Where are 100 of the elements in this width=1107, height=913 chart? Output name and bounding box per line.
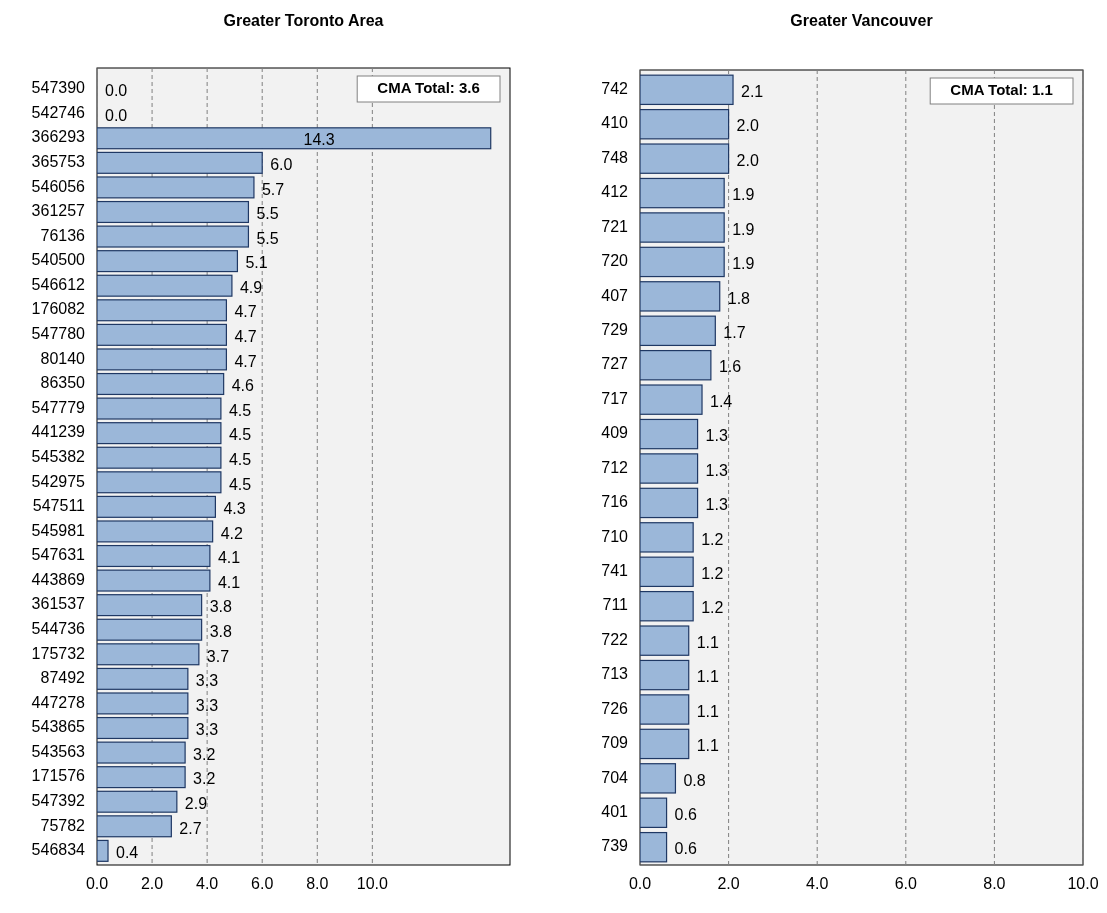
y-tick-label: 171576: [31, 767, 86, 785]
y-tick-label: 80140: [40, 349, 86, 367]
bar: [97, 372, 225, 396]
x-tick-label: 8.0: [306, 875, 329, 892]
bar: [97, 594, 203, 617]
bar: [97, 323, 228, 346]
bar: [97, 520, 214, 543]
data-label: 1.6: [718, 358, 742, 376]
y-tick-label: 727: [601, 355, 629, 373]
data-label: 5.7: [261, 180, 285, 198]
bar: [640, 659, 690, 691]
y-tick-label: 409: [601, 424, 629, 442]
data-label: 4.5: [228, 426, 252, 444]
bar: [640, 315, 716, 347]
y-tick-label: 543865: [31, 718, 86, 736]
y-tick-label: 712: [601, 458, 629, 476]
data-label: 6.0: [270, 156, 293, 174]
y-tick-label: 361537: [31, 595, 86, 613]
data-label: 1.9: [732, 220, 755, 238]
y-tick-label: 710: [601, 527, 629, 545]
data-label: 4.9: [239, 278, 263, 296]
y-tick-label: 365753: [31, 153, 86, 171]
y-tick-label: 722: [601, 630, 629, 648]
bar: [97, 692, 189, 715]
data-label: 2.7: [179, 819, 202, 837]
bar: [640, 453, 699, 484]
annotation: CMA Total: 1.1: [950, 80, 1053, 98]
bar: [640, 763, 677, 794]
x-tick-label: 6.0: [251, 875, 274, 892]
y-tick-label: 542746: [31, 103, 86, 121]
y-tick-label: 545382: [31, 447, 86, 465]
bar: [97, 569, 211, 592]
data-label: 3.3: [195, 696, 219, 714]
data-label: 1.1: [696, 737, 720, 755]
y-tick-label: 540500: [31, 251, 86, 269]
data-label: 1.2: [701, 530, 724, 548]
y-tick-label: 86350: [40, 374, 86, 392]
data-label: 5.5: [256, 205, 279, 223]
y-tick-label: 711: [602, 596, 629, 614]
data-label: 0.0: [105, 82, 128, 100]
y-tick-label: 175732: [31, 644, 86, 662]
data-label: 1.2: [701, 599, 724, 617]
bar: [97, 471, 222, 494]
data-label: 1.7: [723, 324, 746, 342]
bar: [97, 151, 263, 174]
data-label: 0.6: [674, 840, 697, 858]
data-label: 3.2: [193, 770, 216, 788]
y-tick-label: 739: [601, 837, 629, 855]
y-tick-label: 546612: [31, 275, 86, 293]
y-tick-label: 741: [601, 562, 629, 580]
data-label: 3.7: [206, 647, 230, 665]
data-label: 4.5: [228, 475, 252, 493]
bar: [640, 74, 734, 106]
bar: [640, 384, 703, 415]
data-label: 1.8: [727, 289, 751, 307]
data-label: 14.3: [303, 131, 335, 149]
bar: [97, 446, 222, 469]
chart-title: Greater Toronto Area: [223, 12, 384, 29]
y-tick-label: 545981: [31, 521, 86, 539]
data-label: 1.1: [696, 702, 720, 720]
y-tick-label: 716: [601, 493, 629, 511]
y-tick-label: 546834: [31, 841, 86, 859]
y-tick-label: 443869: [31, 570, 86, 588]
data-label: 1.9: [732, 186, 755, 204]
bar: [640, 349, 712, 381]
x-tick-label: 2.0: [717, 875, 740, 892]
bar: [97, 815, 172, 838]
bar: [97, 741, 186, 764]
annotation: CMA Total: 3.6: [377, 78, 480, 96]
data-label: 1.4: [710, 392, 733, 410]
y-tick-label: 412: [601, 183, 629, 201]
y-tick-label: 748: [601, 148, 629, 166]
data-label: 4.5: [228, 401, 252, 419]
y-tick-label: 366293: [31, 128, 86, 146]
y-tick-label: 547779: [31, 398, 86, 416]
bar: [640, 797, 668, 829]
y-tick-label: 447278: [31, 693, 86, 711]
x-tick-label: 0.0: [628, 875, 652, 892]
y-tick-label: 729: [601, 321, 629, 339]
data-label: 0.8: [683, 771, 706, 789]
data-label: 2.9: [184, 794, 208, 812]
y-tick-label: 87492: [40, 669, 86, 687]
bar: [640, 177, 725, 209]
data-label: 3.3: [195, 672, 219, 690]
y-tick-label: 410: [601, 114, 629, 132]
bar: [97, 250, 239, 273]
y-tick-label: 401: [601, 803, 629, 821]
bar: [640, 556, 694, 588]
bar: [640, 418, 699, 450]
data-label: 5.1: [245, 254, 268, 272]
bar: [640, 281, 721, 312]
data-label: 1.1: [696, 633, 720, 651]
data-label: 5.5: [256, 229, 279, 247]
bar: [97, 790, 178, 813]
bar: [97, 176, 255, 199]
bar: [97, 274, 233, 297]
bar: [97, 716, 189, 740]
data-label: 4.7: [234, 352, 257, 370]
data-label: 1.3: [705, 427, 728, 445]
y-tick-label: 76136: [40, 226, 86, 244]
